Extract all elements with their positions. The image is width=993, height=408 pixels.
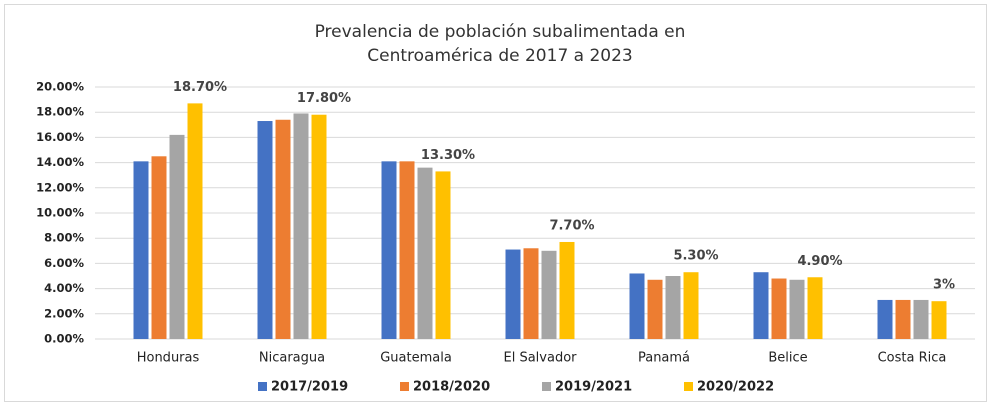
value-label: 13.30% [421,148,475,163]
value-label: 5.30% [673,249,718,264]
y-tick-label: 10.00% [36,206,84,220]
legend-label: 2020/2022 [697,380,774,395]
bar [417,167,433,339]
bar [133,161,149,339]
legend-swatch [542,382,551,391]
legend-label: 2018/2020 [413,380,490,395]
bar [895,299,911,339]
bar [505,249,521,339]
legend-swatch [258,382,267,391]
bar [311,114,327,339]
bar [683,272,699,339]
value-label: 4.90% [797,254,842,269]
bar [523,248,539,339]
legend-label: 2017/2019 [271,380,348,395]
y-tick-label: 2.00% [44,306,84,320]
value-label: 3% [933,278,955,293]
bar [257,121,273,340]
y-tick-label: 20.00% [36,80,84,94]
y-tick-label: 4.00% [44,281,84,295]
legend-swatch [400,382,409,391]
bar [151,156,167,339]
x-tick-label: Guatemala [380,351,452,366]
x-tick-label: Costa Rica [878,351,947,366]
bar [559,241,575,339]
y-tick-label: 16.00% [36,130,84,144]
x-tick-label: Nicaragua [259,351,325,366]
bar [399,161,415,339]
bar [771,278,787,339]
bar [647,279,663,339]
bar [913,299,929,339]
bar [541,250,557,339]
bar [187,103,203,339]
x-tick-label: Honduras [137,351,200,366]
value-label: 17.80% [297,91,351,106]
chart-title: Prevalencia de población subalimentada e… [314,22,686,66]
chart-frame [4,4,987,402]
legend-swatch [684,382,693,391]
bar [807,277,823,339]
bar [753,272,769,339]
bar [665,276,681,339]
bar [789,279,805,339]
y-tick-label: 14.00% [36,155,84,169]
x-tick-label: Panamá [638,351,690,366]
bar [629,273,645,339]
y-tick-label: 8.00% [44,231,84,245]
value-label: 18.70% [173,80,227,95]
y-tick-label: 18.00% [36,105,84,119]
bar [293,113,309,340]
bar [381,161,397,339]
legend-label: 2019/2021 [555,380,632,395]
y-tick-label: 6.00% [44,256,84,270]
value-label: 7.70% [549,218,594,233]
bar [435,171,451,339]
x-tick-label: Belice [768,351,807,366]
x-tick-label: El Salvador [504,351,578,366]
bar [877,299,893,339]
y-tick-label: 12.00% [36,180,84,194]
bar [931,301,947,339]
y-tick-label: 0.00% [44,332,84,346]
bar [169,134,185,339]
bar [275,119,291,339]
